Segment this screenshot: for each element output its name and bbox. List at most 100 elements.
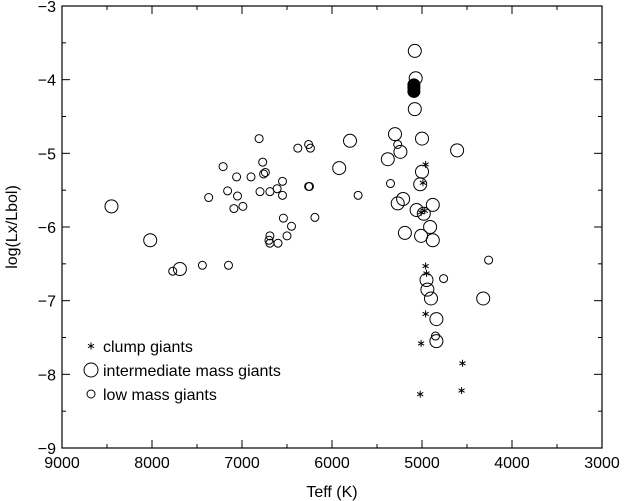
data-point-intermediate-mass	[450, 143, 465, 158]
data-point-low-mass	[305, 181, 314, 191]
data-point-low-mass	[204, 193, 214, 203]
data-point-clump	[419, 179, 427, 187]
asterisk-stroke	[417, 210, 425, 215]
legend: clump giants intermediate mass giants lo…	[83, 339, 281, 404]
data-point-intermediate-mass	[409, 203, 424, 218]
data-point-intermediate-mass	[143, 233, 158, 248]
data-point-filled	[407, 84, 421, 98]
asterisk-stroke	[459, 361, 466, 366]
data-point-intermediate-mass	[424, 291, 438, 306]
x-tick-label: 8000	[134, 455, 170, 472]
data-point-low-mass	[246, 172, 256, 182]
data-point-low-mass	[310, 212, 320, 222]
data-point-low-mass	[439, 274, 449, 284]
data-point-intermediate-mass	[429, 334, 444, 349]
data-point-low-mass	[273, 238, 283, 248]
data-point-low-mass	[386, 179, 395, 189]
y-tick-label: −6	[38, 220, 56, 237]
data-point-clump	[458, 387, 465, 395]
x-axis-label: Teff (K)	[306, 484, 357, 501]
legend-label-clump-giants: clump giants	[103, 339, 193, 356]
y-axis-label: log(Lx/Lbol)	[4, 185, 21, 269]
data-point-intermediate-mass	[416, 206, 431, 221]
data-point-intermediate-mass	[419, 273, 434, 288]
data-point-low-mass	[287, 221, 296, 231]
y-tick-label: −9	[38, 441, 56, 458]
data-point-intermediate-mass	[380, 152, 395, 167]
data-point-intermediate-mass	[388, 127, 402, 142]
y-tick-label: −7	[38, 294, 56, 311]
data-point-clump	[459, 359, 466, 367]
data-point-low-mass	[254, 134, 264, 144]
x-tick-label: 6000	[314, 455, 350, 472]
data-point-low-mass	[233, 191, 242, 201]
plot-frame	[61, 5, 603, 449]
data-point-low-mass	[305, 143, 315, 153]
data-point-intermediate-mass	[420, 282, 435, 297]
data-point-intermediate-mass	[413, 177, 428, 192]
data-point-intermediate-mass	[425, 233, 440, 248]
data-point-intermediate-mass	[429, 312, 444, 327]
data-point-intermediate-mass	[390, 196, 405, 211]
axis-ticks	[61, 5, 603, 449]
data-point-clump	[422, 310, 429, 318]
data-point-low-mass	[238, 201, 248, 211]
data-point-low-mass	[278, 176, 287, 186]
data-point-low-mass	[223, 186, 233, 196]
data-point-clump	[422, 262, 429, 270]
data-point-low-mass	[278, 190, 287, 200]
data-point-low-mass	[258, 157, 268, 167]
asterisk-stroke	[458, 388, 465, 393]
data-point-low-mass	[259, 169, 269, 179]
data-point-intermediate-mass	[415, 164, 429, 179]
axis-tick-labels: 9000 8000 7000 6000 5000 4000 3000 −9 −8 −7 −6 −5 −4…	[38, 0, 620, 472]
data-point-intermediate-mass	[414, 228, 429, 243]
data-point-low-mass	[393, 139, 403, 149]
data-point-intermediate-mass	[423, 220, 438, 234]
data-point-intermediate-mass	[396, 192, 411, 207]
data-point-low-mass	[168, 266, 178, 276]
x-tick-label: 5000	[404, 455, 440, 472]
data-point-low-mass	[218, 162, 228, 172]
data-point-intermediate-mass	[332, 161, 347, 176]
data-marks	[104, 43, 494, 398]
data-point-intermediate-mass	[476, 291, 491, 306]
y-tick-label: −3	[38, 0, 56, 16]
legend-marker-large-circle	[83, 362, 99, 378]
data-point-low-mass	[255, 187, 265, 197]
y-tick-label: −4	[38, 73, 56, 90]
data-point-low-mass	[272, 184, 282, 194]
legend-marker-small-circle	[86, 389, 96, 399]
x-tick-label: 4000	[494, 455, 530, 472]
data-point-low-mass	[293, 143, 303, 153]
y-tick-label: −5	[38, 146, 56, 163]
x-tick-label: 3000	[584, 455, 620, 472]
x-tick-label: 7000	[224, 455, 260, 472]
data-point-clump	[417, 339, 425, 347]
data-point-low-mass	[260, 167, 270, 177]
data-point-clump	[416, 390, 424, 398]
asterisk-stroke	[422, 311, 429, 317]
asterisk-stroke	[422, 263, 429, 269]
data-point-low-mass	[232, 172, 242, 182]
data-point-low-mass	[484, 255, 494, 265]
x-tick-label: 9000	[44, 455, 80, 472]
asterisk-stroke	[87, 343, 95, 349]
data-point-low-mass	[224, 260, 233, 270]
data-point-low-mass	[431, 331, 440, 341]
data-point-low-mass	[278, 213, 288, 223]
asterisk-stroke	[419, 180, 427, 185]
data-point-intermediate-mass	[407, 102, 422, 117]
y-tick-label: −8	[38, 367, 56, 384]
data-point-intermediate-mass	[172, 261, 187, 276]
asterisk-stroke	[422, 162, 429, 167]
data-point-intermediate-mass	[397, 225, 412, 240]
data-point-intermediate-mass	[425, 197, 440, 212]
legend-label-intermediate-mass-giants: intermediate mass giants	[103, 363, 281, 380]
asterisk-stroke	[416, 392, 424, 397]
data-point-low-mass	[197, 260, 207, 270]
asterisk-stroke	[417, 341, 425, 346]
data-point-intermediate-mass	[343, 133, 357, 148]
legend-label-low-mass-giants: low mass giants	[103, 387, 217, 404]
